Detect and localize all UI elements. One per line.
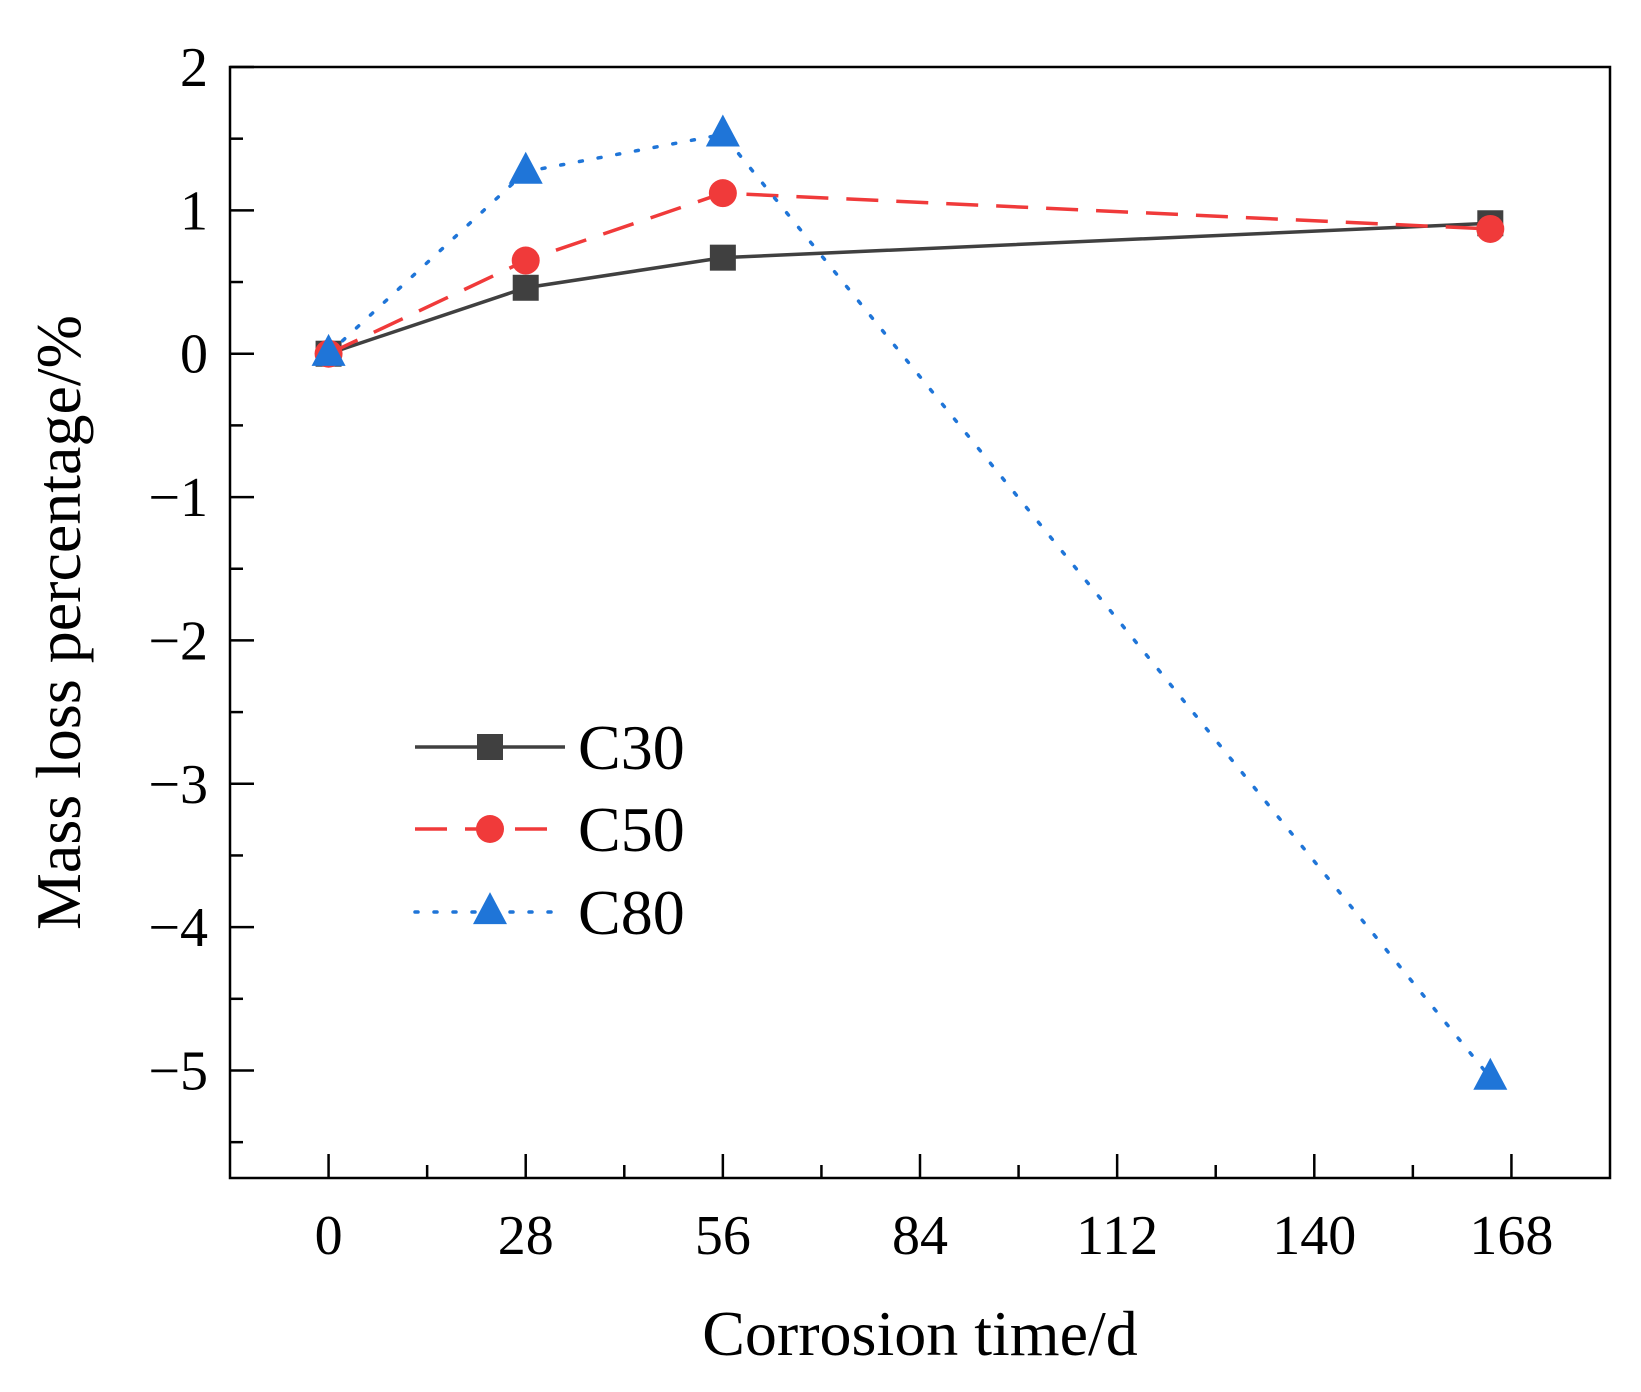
legend: C30 C50 C80: [413, 712, 685, 948]
legend-label: C50: [578, 794, 685, 865]
x-axis: 0 28 56 84 112 140 168: [315, 1154, 1553, 1267]
legend-marker-square: [477, 734, 503, 760]
x-tick-label: 112: [1076, 1205, 1158, 1267]
y-tick-label: −4: [148, 897, 208, 959]
y-axis-label: Mass loss percentage/%: [23, 315, 94, 930]
series-line: [327, 191, 1491, 356]
y-tick-label: 1: [180, 180, 208, 242]
y-tick-label: −3: [148, 754, 208, 816]
x-tick-label: 168: [1469, 1205, 1553, 1267]
data-point-circle: [511, 246, 540, 275]
legend-label: C80: [578, 877, 685, 948]
legend-marker-triangle: [473, 892, 507, 925]
series-layer: [311, 114, 1508, 1090]
data-point-triangle: [705, 114, 740, 147]
series-c30: [315, 210, 1504, 367]
series-line: [328, 221, 1491, 356]
y-tick-label: 2: [180, 37, 208, 99]
y-tick-label: −5: [148, 1040, 208, 1102]
legend-item-c50: C50: [415, 794, 685, 865]
series-line: [326, 132, 1493, 1080]
axes: 0 28 56 84 112 140 168 2 1 0 −1 −2 −3 −4 −5: [148, 37, 1612, 1267]
data-point-circle: [1476, 214, 1505, 243]
data-point-square: [512, 274, 539, 301]
x-tick-label: 84: [892, 1205, 948, 1267]
data-point-square: [709, 244, 736, 271]
x-tick-label: 56: [695, 1205, 751, 1267]
data-point-triangle: [1473, 1057, 1508, 1090]
x-tick-label: 28: [498, 1205, 554, 1267]
y-axis: 2 1 0 −1 −2 −3 −4 −5: [148, 37, 254, 1144]
x-axis-label: Corrosion time/d: [702, 1298, 1138, 1369]
data-point-triangle: [508, 151, 543, 184]
data-point-triangle: [311, 333, 346, 366]
y-tick-label: 0: [180, 324, 208, 386]
legend-marker-circle: [476, 815, 504, 843]
x-tick-label: 140: [1272, 1205, 1356, 1267]
y-tick-label: −1: [148, 467, 208, 529]
plot-frame: [228, 65, 1612, 1180]
series-c80: [311, 114, 1508, 1090]
legend-item-c30: C30: [415, 712, 685, 783]
data-point-circle: [708, 179, 737, 208]
series-c50: [314, 179, 1505, 368]
x-tick-label: 0: [315, 1205, 343, 1267]
legend-item-c80: C80: [413, 877, 685, 948]
legend-label: C30: [578, 712, 685, 783]
y-tick-label: −2: [148, 610, 208, 672]
